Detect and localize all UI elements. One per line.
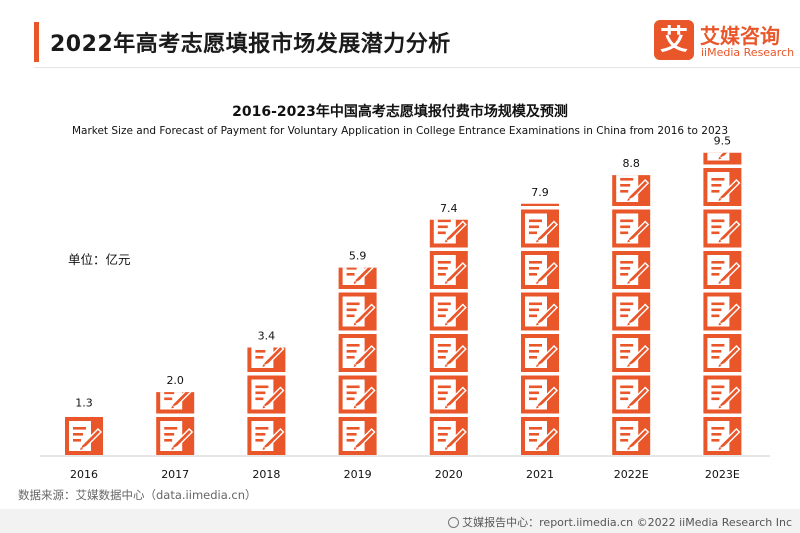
data-label-2023E: 9.5 xyxy=(714,135,732,148)
document-pencil-icon xyxy=(429,251,468,289)
x-tick-label-2017: 2017 xyxy=(161,468,189,481)
x-tick-label-2020: 2020 xyxy=(435,468,463,481)
data-label-2019: 5.9 xyxy=(349,250,367,263)
document-pencil-icon xyxy=(703,375,742,414)
x-tick-label-2023E: 2023E xyxy=(705,468,740,481)
document-pencil-icon xyxy=(521,251,559,289)
footer-band xyxy=(0,509,800,533)
document-pencil-icon xyxy=(65,417,103,455)
document-pencil-icon xyxy=(612,292,651,331)
data-label-2016: 1.3 xyxy=(75,397,93,410)
bar-2021 xyxy=(521,203,559,455)
globe-icon xyxy=(448,517,460,528)
document-pencil-icon xyxy=(703,292,742,331)
document-pencil-icon xyxy=(612,417,651,455)
logo-english-name: iiMedia Research xyxy=(701,46,795,59)
data-label-2017: 2.0 xyxy=(166,374,184,387)
logo-mark-icon: 艾 xyxy=(654,20,694,60)
bar-2017 xyxy=(156,392,195,455)
data-label-2020: 7.4 xyxy=(440,202,458,215)
document-pencil-icon xyxy=(429,375,468,414)
document-pencil-icon xyxy=(247,375,286,414)
footer-text: 艾媒报告中心：report.iimedia.cn ©2022 iiMedia R… xyxy=(462,516,792,529)
document-pencil-icon xyxy=(703,168,742,206)
x-tick-label-2022E: 2022E xyxy=(614,468,649,481)
x-tick-label-2018: 2018 xyxy=(252,468,280,481)
document-pencil-icon xyxy=(521,209,559,248)
document-pencil-icon xyxy=(703,417,742,455)
document-pencil-icon xyxy=(612,209,651,248)
document-pencil-icon xyxy=(521,417,559,455)
document-pencil-icon xyxy=(521,292,559,331)
document-pencil-icon xyxy=(612,175,651,206)
footer-copyright: 艾媒报告中心：report.iimedia.cn ©2022 iiMedia R… xyxy=(448,514,792,530)
document-pencil-icon xyxy=(521,334,559,372)
unit-label: 单位：亿元 xyxy=(68,252,131,267)
page-title: 2022年高考志愿填报市场发展潜力分析 xyxy=(50,32,451,57)
bar-2022E xyxy=(612,175,651,455)
data-label-2022E: 8.8 xyxy=(622,157,640,170)
document-pencil-icon xyxy=(703,251,742,289)
bar-2019 xyxy=(338,267,377,455)
document-pencil-icon xyxy=(338,334,377,372)
document-pencil-icon xyxy=(429,417,468,455)
x-tick-label-2021: 2021 xyxy=(526,468,554,481)
header-divider xyxy=(34,67,800,68)
document-pencil-icon xyxy=(703,209,742,248)
document-pencil-icon xyxy=(338,292,377,331)
bar-2016 xyxy=(65,417,103,455)
document-pencil-icon xyxy=(156,417,195,455)
bar-2018 xyxy=(247,347,286,455)
document-pencil-icon xyxy=(338,417,377,455)
chart-subtitle: Market Size and Forecast of Payment for … xyxy=(71,125,729,137)
document-pencil-icon xyxy=(612,375,651,414)
document-pencil-icon xyxy=(429,292,468,331)
document-pencil-icon xyxy=(703,334,742,372)
title-accent-bar xyxy=(34,22,39,62)
data-label-2018: 3.4 xyxy=(258,329,276,342)
brand-logo: 艾 艾媒咨询 iiMedia Research xyxy=(654,20,794,64)
data-label-2021: 7.9 xyxy=(531,186,549,199)
document-pencil-icon xyxy=(247,417,286,455)
chart-title: 2016-2023年中国高考志愿填报付费市场规模及预测 xyxy=(232,104,568,120)
document-pencil-icon xyxy=(429,334,468,372)
data-source: 数据来源：艾媒数据中心（data.iimedia.cn） xyxy=(18,488,257,502)
document-pencil-icon xyxy=(429,219,468,248)
document-pencil-icon xyxy=(612,334,651,372)
document-pencil-icon xyxy=(338,375,377,414)
document-pencil-icon xyxy=(612,251,651,289)
logo-chinese-name: 艾媒咨询 xyxy=(700,24,780,48)
bar-2020 xyxy=(429,219,468,455)
bar-2023E xyxy=(703,152,742,455)
x-tick-label-2019: 2019 xyxy=(344,468,372,481)
x-tick-label-2016: 2016 xyxy=(70,468,98,481)
document-pencil-icon xyxy=(521,375,559,414)
